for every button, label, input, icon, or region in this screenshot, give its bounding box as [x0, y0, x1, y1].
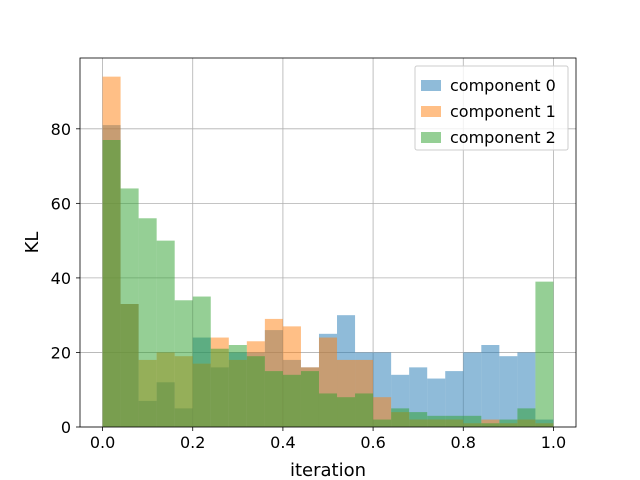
bar	[300, 371, 319, 427]
legend-swatch	[421, 80, 441, 91]
bar	[427, 415, 446, 427]
bar	[138, 218, 157, 427]
bar	[463, 415, 482, 427]
y-tick-label: 0	[61, 418, 71, 437]
bar	[210, 348, 229, 427]
x-tick-label: 0.0	[90, 433, 115, 452]
bar	[499, 356, 518, 427]
y-tick-label: 20	[51, 343, 71, 362]
bar	[481, 423, 500, 427]
bar	[481, 419, 500, 427]
bar	[391, 408, 410, 427]
legend-swatch	[421, 132, 441, 143]
bar	[499, 419, 518, 427]
legend: component 0 component 1 component 2	[414, 65, 569, 151]
bar	[517, 408, 536, 427]
bar	[264, 371, 283, 427]
bar	[246, 356, 265, 427]
bar	[481, 345, 500, 427]
bar	[102, 140, 121, 427]
legend-swatch	[421, 106, 441, 117]
y-axis-label: KL	[22, 232, 43, 254]
x-tick-label: 0.2	[180, 433, 205, 452]
bar	[174, 300, 193, 427]
x-tick-label: 1.0	[541, 433, 566, 452]
legend-label: component 0	[450, 76, 556, 95]
x-tick-label: 0.8	[451, 433, 476, 452]
bar	[156, 240, 175, 427]
y-tick-label: 80	[51, 120, 71, 139]
y-tick-label: 60	[51, 194, 71, 213]
series-2	[102, 140, 554, 427]
bar	[120, 188, 139, 427]
legend-label: component 1	[450, 102, 556, 121]
bar	[535, 281, 554, 427]
bar	[355, 393, 374, 427]
bar	[228, 345, 247, 427]
bar	[463, 352, 482, 427]
x-tick-label: 0.6	[360, 433, 385, 452]
ticks: 0.0 0.2 0.4 0.6 0.8 1.0 0 20 40 60 80	[51, 120, 567, 452]
bar	[409, 412, 428, 427]
bar	[282, 374, 301, 427]
legend-box	[414, 65, 569, 151]
legend-label: component 2	[450, 128, 556, 147]
bar	[445, 371, 464, 427]
bar	[318, 393, 338, 427]
bar	[445, 415, 464, 427]
x-tick-label: 0.4	[270, 433, 295, 452]
bar	[427, 378, 446, 427]
bar	[192, 296, 211, 427]
y-tick-label: 40	[51, 269, 71, 288]
bars	[102, 76, 554, 428]
x-axis-label: iteration	[290, 460, 366, 480]
bar	[373, 419, 392, 427]
bar	[337, 397, 356, 427]
plot-frame	[79, 57, 577, 428]
